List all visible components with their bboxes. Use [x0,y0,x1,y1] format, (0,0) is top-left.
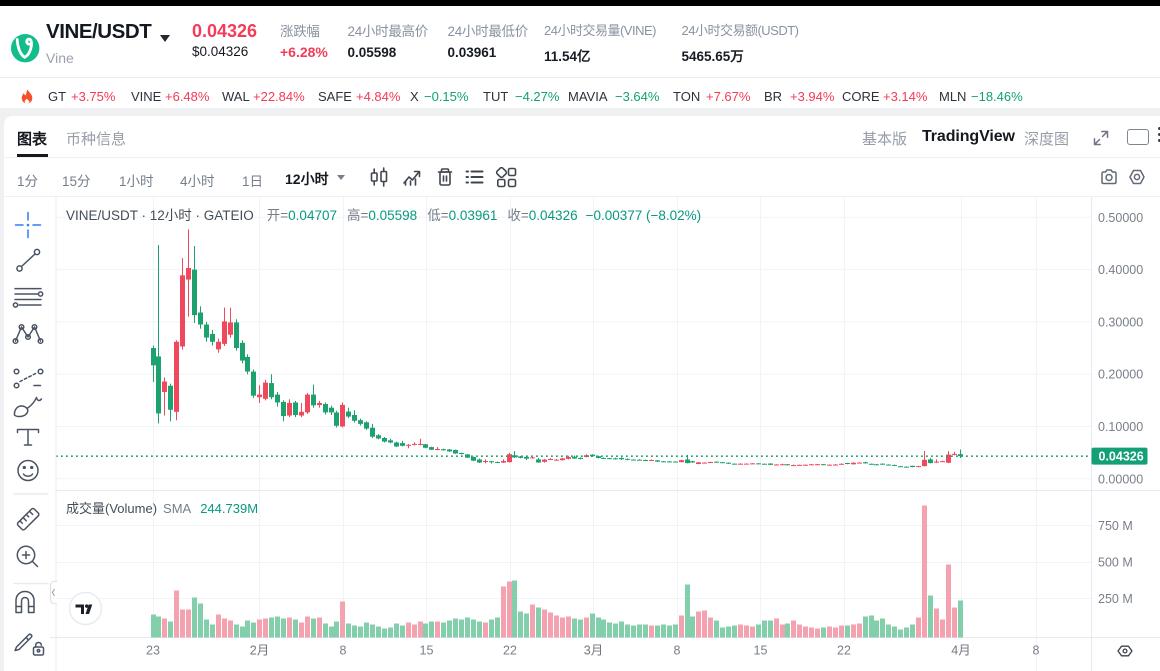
svg-text:0.10000: 0.10000 [1098,420,1143,434]
svg-text:250 M: 250 M [1098,592,1133,606]
svg-text:0.04326: 0.04326 [1099,450,1144,464]
svg-text:0.30000: 0.30000 [1098,315,1143,329]
svg-text:8: 8 [1033,644,1040,658]
svg-text:750 M: 750 M [1098,519,1133,533]
svg-text:23: 23 [146,644,160,658]
svg-text:2月: 2月 [250,644,269,658]
svg-text:15: 15 [754,644,768,658]
svg-text:500 M: 500 M [1098,556,1133,570]
svg-text:3月: 3月 [584,644,603,658]
svg-text:15: 15 [420,644,434,658]
svg-text:0.40000: 0.40000 [1098,263,1143,277]
svg-text:22: 22 [837,644,851,658]
svg-text:22: 22 [503,644,517,658]
svg-text:0.00000: 0.00000 [1098,472,1143,486]
svg-text:8: 8 [340,644,347,658]
svg-text:0.20000: 0.20000 [1098,368,1143,382]
svg-text:8: 8 [674,644,681,658]
svg-text:0.50000: 0.50000 [1098,211,1143,225]
svg-text:4月: 4月 [951,644,970,658]
